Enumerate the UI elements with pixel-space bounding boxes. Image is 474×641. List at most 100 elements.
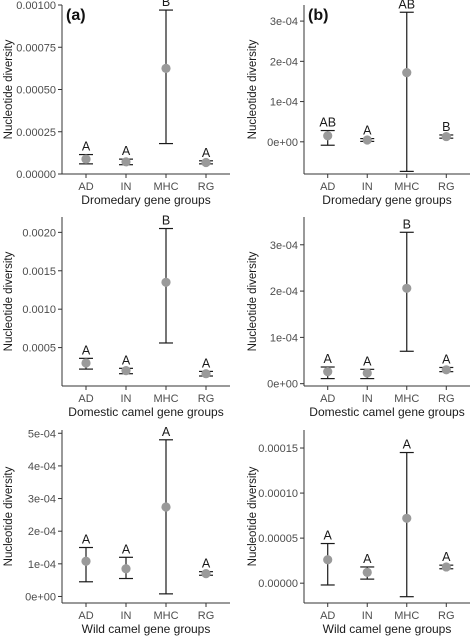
x-axis-title: Domestic camel gene groups bbox=[68, 405, 223, 419]
x-tick-label: RG bbox=[198, 181, 215, 193]
data-point bbox=[362, 368, 372, 378]
data-point bbox=[362, 567, 372, 577]
x-tick-label: MHC bbox=[394, 610, 419, 622]
significance-letter: A bbox=[202, 146, 211, 160]
x-tick-label: IN bbox=[362, 393, 373, 405]
x-tick-label: IN bbox=[362, 610, 373, 622]
x-tick-label: MHC bbox=[394, 181, 419, 193]
x-tick-label: MHC bbox=[153, 610, 178, 622]
data-point bbox=[441, 131, 451, 142]
significance-letter: A bbox=[82, 140, 91, 154]
significance-letter: A bbox=[122, 353, 131, 367]
significance-letter: B bbox=[442, 120, 450, 134]
chart-1: 0.00000 0.00025 0.00050 0.00075 0.00100 AD IN M… bbox=[3, 0, 230, 207]
data-point bbox=[441, 562, 451, 572]
y-tick-label: 0.00075 bbox=[16, 42, 56, 54]
y-tick-label: 4e-04 bbox=[28, 461, 56, 473]
panel-label-a: (a) bbox=[66, 7, 86, 24]
x-axis-title: Domestic camel gene groups bbox=[309, 405, 464, 419]
x-tick-label: AD bbox=[320, 393, 335, 405]
data-point bbox=[81, 358, 91, 368]
x-tick-label: MHC bbox=[153, 181, 178, 193]
significance-letter: A bbox=[82, 343, 91, 357]
x-axis-title: Wild camel gene groups bbox=[82, 622, 211, 636]
data-point bbox=[362, 135, 372, 145]
significance-letter: A bbox=[82, 533, 91, 547]
data-point bbox=[161, 277, 171, 287]
y-tick-label: 0.00000 bbox=[258, 578, 298, 590]
x-tick-label: RG bbox=[438, 181, 455, 193]
x-tick-label: IN bbox=[121, 610, 132, 622]
significance-letter: AB bbox=[398, 0, 415, 11]
significance-letter: A bbox=[442, 550, 451, 564]
y-tick-label: 1e-04 bbox=[270, 97, 298, 109]
y-axis-title: Nucleotide diversity bbox=[247, 39, 259, 139]
data-point bbox=[402, 283, 412, 293]
y-tick-label: 0.0020 bbox=[22, 227, 56, 239]
significance-letter: A bbox=[442, 352, 451, 366]
significance-letter: A bbox=[324, 529, 333, 543]
chart-6: 0.00000 0.00005 0.00010 0.00015 AD IN MHC RGWil… bbox=[247, 430, 470, 636]
significance-letter: A bbox=[363, 552, 372, 566]
data-point bbox=[402, 68, 412, 78]
data-point bbox=[121, 366, 131, 376]
x-axis-title: Dromedary gene groups bbox=[322, 193, 451, 207]
y-tick-label: 0.0005 bbox=[22, 343, 56, 355]
data-point bbox=[201, 369, 211, 379]
y-tick-label: 0e+00 bbox=[25, 591, 56, 603]
data-point bbox=[81, 556, 91, 566]
data-point bbox=[323, 367, 333, 377]
significance-letter: A bbox=[403, 438, 412, 452]
charts: 0.00000 0.00025 0.00050 0.00075 0.00100 AD IN M… bbox=[3, 0, 470, 636]
y-tick-label: 0.00010 bbox=[258, 488, 298, 500]
y-tick-label: 3e-04 bbox=[270, 240, 298, 252]
data-point bbox=[201, 569, 211, 579]
y-tick-label: 0.00025 bbox=[16, 127, 56, 139]
x-axis-title: Dromedary gene groups bbox=[81, 193, 210, 207]
y-tick-label: 3e-04 bbox=[28, 494, 56, 506]
significance-letter: B bbox=[403, 217, 411, 231]
significance-letter: A bbox=[122, 542, 131, 556]
y-axis-title: Nucleotide diversity bbox=[247, 251, 259, 351]
x-tick-label: IN bbox=[121, 181, 132, 193]
y-tick-label: 0.0015 bbox=[22, 266, 56, 278]
y-tick-label: 0e+00 bbox=[267, 137, 298, 149]
data-point bbox=[201, 157, 211, 168]
data-point bbox=[121, 564, 131, 574]
x-tick-label: MHC bbox=[394, 393, 419, 405]
panel-label-b: (b) bbox=[308, 7, 328, 24]
data-point bbox=[441, 365, 451, 375]
data-point bbox=[161, 502, 171, 512]
y-axis-title: Nucleotide diversity bbox=[247, 466, 259, 566]
x-tick-label: AD bbox=[78, 181, 93, 193]
y-tick-label: 3e-04 bbox=[270, 16, 298, 28]
y-tick-label: 0.00000 bbox=[16, 169, 56, 181]
data-point bbox=[402, 513, 412, 523]
y-axis-title: Nucleotide diversity bbox=[3, 39, 15, 139]
y-tick-label: 0.00100 bbox=[16, 0, 56, 12]
x-tick-label: AD bbox=[320, 610, 335, 622]
significance-letter: AB bbox=[319, 116, 336, 130]
x-tick-label: AD bbox=[78, 610, 93, 622]
significance-letter: A bbox=[363, 124, 372, 138]
y-tick-label: 5e-04 bbox=[28, 428, 56, 440]
data-point bbox=[323, 555, 333, 565]
data-point bbox=[323, 131, 333, 141]
significance-letter: A bbox=[363, 354, 372, 368]
significance-letter: B bbox=[162, 0, 170, 9]
x-tick-label: AD bbox=[78, 393, 93, 405]
x-tick-label: RG bbox=[438, 393, 455, 405]
significance-letter: A bbox=[202, 356, 211, 370]
x-tick-label: RG bbox=[438, 610, 455, 622]
x-tick-label: AD bbox=[320, 181, 335, 193]
y-tick-label: 0.00050 bbox=[16, 85, 56, 97]
chart-5: 0e+00 1e-04 2e-04 3e-04 4e-04 5e-04 AD IN MHC RGW… bbox=[3, 425, 230, 636]
significance-letter: B bbox=[162, 214, 170, 228]
data-point bbox=[81, 154, 91, 164]
x-tick-label: RG bbox=[198, 610, 215, 622]
y-tick-label: 0.00015 bbox=[258, 443, 298, 455]
y-tick-label: 2e-04 bbox=[28, 526, 56, 538]
y-tick-label: 0.00005 bbox=[258, 533, 298, 545]
